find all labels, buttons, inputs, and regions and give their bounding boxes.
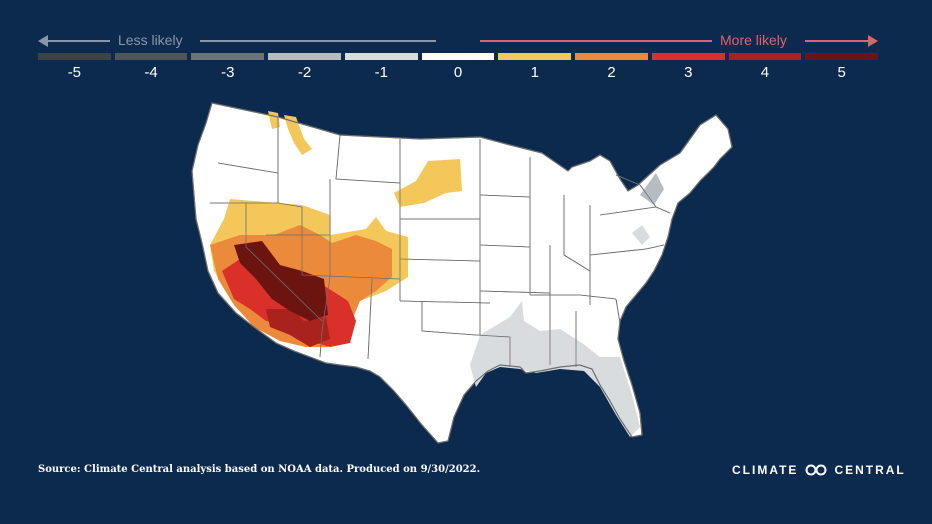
legend-label: 1 xyxy=(530,64,539,81)
legend-bin: -3 xyxy=(191,53,265,83)
us-outline xyxy=(191,102,733,444)
infinity-logo-icon xyxy=(805,464,827,476)
legend-bin: -5 xyxy=(38,53,111,83)
legend-swatch xyxy=(728,53,802,60)
climate-central-brand: CLIMATE CENTRAL xyxy=(732,463,906,477)
region-dakota-patch xyxy=(394,159,462,207)
more-likely-label: More likely xyxy=(720,32,787,48)
legend-bin: -4 xyxy=(114,53,188,83)
legend-label: -2 xyxy=(297,64,312,81)
legend-label: 3 xyxy=(684,64,693,81)
legend-bin: 2 xyxy=(575,53,648,83)
color-scale-legend: -5 -4 -3 -2 -1 0 1 2 3 4 5 xyxy=(38,53,879,83)
climate-brand-word: CLIMATE xyxy=(732,463,799,477)
likelihood-hint-row: Less likely More likely xyxy=(0,30,932,52)
region-northeast-grey xyxy=(640,173,664,205)
legend-label: -4 xyxy=(144,64,158,81)
legend-bin: -1 xyxy=(344,53,418,83)
legend-bin: 0 xyxy=(421,53,495,83)
more-likely-arrow-line-tail xyxy=(805,40,869,42)
region-southeast-grey xyxy=(470,301,640,437)
legend-swatch xyxy=(498,53,572,60)
region-idaho-montana-patch xyxy=(284,115,312,155)
legend-label: 5 xyxy=(837,64,846,81)
less-likely-label: Less likely xyxy=(118,32,183,48)
legend-swatch xyxy=(191,53,265,60)
legend-swatch xyxy=(268,53,341,60)
central-brand-word: CENTRAL xyxy=(834,463,906,477)
legend-swatch xyxy=(344,53,418,60)
arrow-left-icon xyxy=(38,35,48,47)
legend-swatch xyxy=(114,53,188,60)
legend-label: -1 xyxy=(374,64,388,81)
less-likely-arrow-line xyxy=(46,40,110,42)
legend-bin: 3 xyxy=(651,53,725,83)
legend-swatch xyxy=(421,53,495,60)
legend-label: 0 xyxy=(453,64,463,81)
source-note: Source: Climate Central analysis based o… xyxy=(38,464,481,475)
legend-bin: 4 xyxy=(728,53,802,83)
legend-label: -5 xyxy=(67,64,82,81)
legend-bin: 5 xyxy=(805,53,879,83)
legend-bin: -2 xyxy=(268,53,341,83)
legend-swatch xyxy=(575,53,648,60)
legend-bin: 1 xyxy=(498,53,572,83)
legend-swatch xyxy=(805,53,879,60)
more-likely-arrow-line xyxy=(480,40,712,42)
arrow-right-icon xyxy=(868,35,878,47)
legend-label: 2 xyxy=(607,64,616,81)
legend-label: -3 xyxy=(221,64,235,81)
region-level4 xyxy=(266,309,330,347)
less-likely-arrow-line-tail xyxy=(200,40,436,42)
legend-label: 4 xyxy=(760,64,770,81)
legend-swatch xyxy=(651,53,725,60)
region-northeast-grey2 xyxy=(632,225,650,245)
legend-swatch xyxy=(38,53,111,60)
us-map xyxy=(191,102,733,444)
